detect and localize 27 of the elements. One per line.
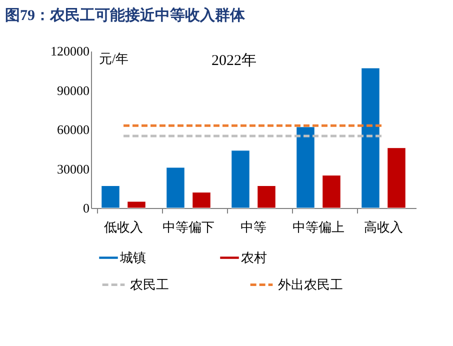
- bar: [192, 192, 211, 208]
- y-tick-label: 120000: [50, 44, 90, 58]
- legend-label: 农村: [241, 250, 267, 265]
- x-tick-label: 中等偏下: [162, 220, 214, 234]
- x-tick-label: 高收入: [364, 220, 403, 234]
- bar: [296, 126, 315, 208]
- y-tick-label: 60000: [57, 122, 90, 137]
- bar: [231, 150, 250, 208]
- bar: [361, 68, 380, 208]
- bar: [257, 186, 276, 208]
- bar: [322, 175, 341, 208]
- chart-subtitle: 2022年: [212, 52, 256, 69]
- bar: [101, 186, 120, 208]
- legend-label: 农民工: [130, 276, 169, 292]
- legend-label: 城镇: [119, 250, 146, 265]
- y-tick-label: 0: [83, 200, 90, 216]
- x-tick-label: 中等: [240, 220, 266, 234]
- bar: [127, 201, 146, 208]
- bar: [166, 167, 185, 208]
- y-axis-title: 元/年: [99, 51, 129, 66]
- x-tick-label: 低收入: [104, 220, 143, 234]
- legend-label: 外出农民工: [278, 276, 343, 292]
- bar: [387, 148, 406, 208]
- x-tick-label: 中等偏上: [292, 220, 344, 234]
- y-tick-label: 30000: [57, 161, 90, 176]
- y-tick-label: 90000: [57, 82, 90, 98]
- chart-title: 图79：农民工可能接近中等收入群体: [5, 7, 246, 24]
